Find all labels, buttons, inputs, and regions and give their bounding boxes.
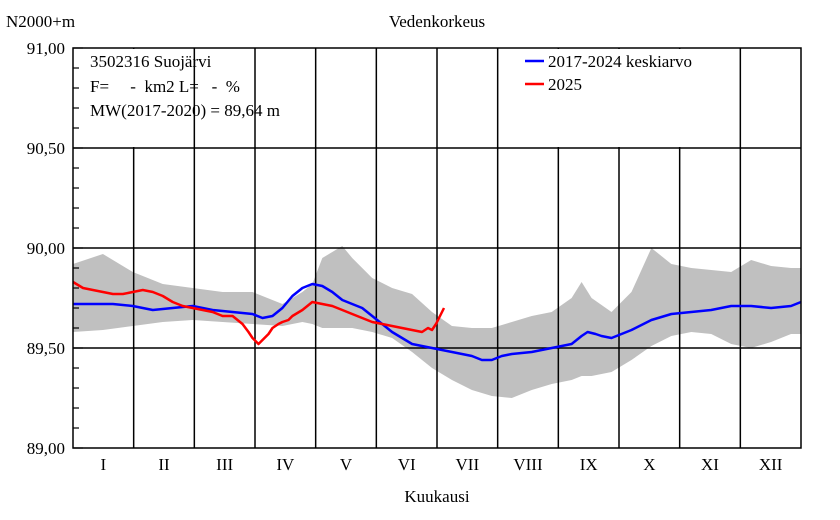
average-line — [73, 282, 802, 362]
legend-label-2025: 2025 — [548, 75, 582, 94]
month-label: II — [158, 455, 170, 474]
month-label: VIII — [513, 455, 543, 474]
month-label: IX — [580, 455, 598, 474]
month-label: X — [643, 455, 655, 474]
y-axis-unit-label: N2000+m — [6, 12, 75, 31]
year-2025-line — [72, 280, 446, 346]
y-tick-label: 90,00 — [27, 239, 65, 258]
y-tick-label: 91,00 — [27, 39, 65, 58]
month-label: V — [340, 455, 353, 474]
y-tick-label: 89,00 — [27, 439, 65, 458]
month-label: III — [216, 455, 233, 474]
month-label: VII — [456, 455, 480, 474]
info-box — [74, 49, 194, 147]
x-axis: I II III IV V VI VII VIII IX X XI XII — [100, 455, 782, 474]
month-label: IV — [276, 455, 295, 474]
legend-label-average: 2017-2024 keskiarvo — [548, 52, 692, 71]
x-axis-title: Kuukausi — [404, 487, 469, 506]
area-info-label: F= - km2 L= - % — [90, 77, 240, 96]
y-tick-label: 89,50 — [27, 339, 65, 358]
month-label: I — [100, 455, 106, 474]
chart-title: Vedenkorkeus — [389, 12, 485, 31]
mean-water-label: MW(2017-2020) = 89,64 m — [90, 101, 280, 120]
series-lines — [72, 280, 802, 362]
month-label: XII — [759, 455, 783, 474]
month-label: VI — [398, 455, 416, 474]
y-tick-label: 90,50 — [27, 139, 65, 158]
station-label: 3502316 Suojärvi — [90, 52, 212, 71]
y-axis: 89,00 89,50 90,00 90,50 91,00 — [27, 39, 83, 458]
month-label: XI — [701, 455, 719, 474]
legend-box — [498, 49, 740, 147]
grid-lines — [73, 48, 801, 448]
legend: 2017-2024 keskiarvo 2025 — [525, 52, 692, 94]
